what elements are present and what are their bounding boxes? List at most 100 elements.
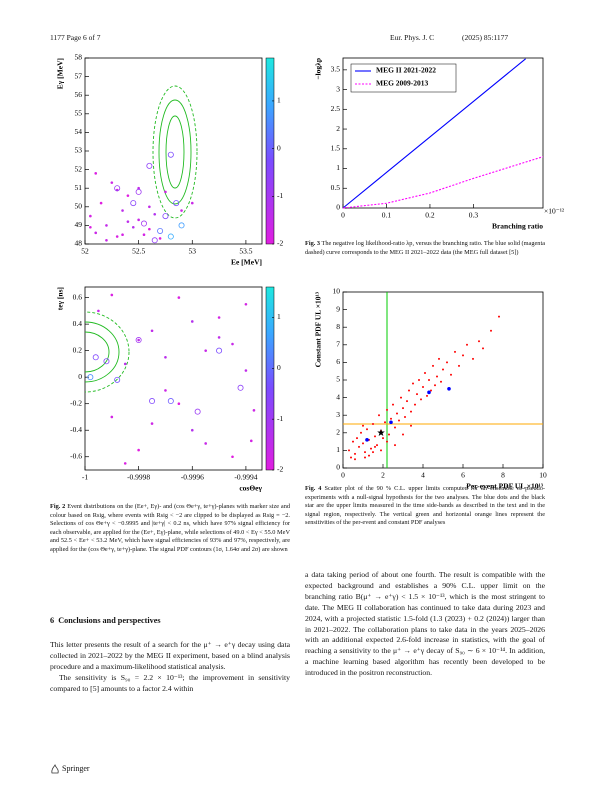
plot-frame	[342, 291, 544, 469]
point	[432, 364, 434, 367]
point	[368, 454, 370, 457]
section-title: Conclusions and perspectives	[58, 616, 161, 625]
point	[135, 188, 142, 195]
y-tick-label: 0.5	[331, 183, 341, 192]
caption-label: Fig. 4	[305, 485, 322, 492]
y-tick-label: 55	[75, 109, 83, 118]
signal-contour	[85, 331, 110, 373]
point	[404, 415, 406, 418]
x-tick-label: 0.1	[382, 211, 392, 220]
point	[384, 421, 386, 424]
signal-contour	[152, 85, 198, 219]
point	[406, 400, 408, 403]
point	[466, 343, 468, 346]
x-tick-label: 53	[189, 247, 197, 256]
x-tick-label: 52.5	[132, 247, 145, 256]
caption-text: Scatter plot of the 90 % C.L. upper limi…	[305, 485, 546, 527]
point	[137, 218, 140, 222]
y-tick-label: 52	[75, 164, 83, 173]
x-tick-label: 52	[81, 247, 89, 256]
point	[370, 447, 372, 450]
point	[190, 201, 194, 205]
point	[438, 357, 440, 360]
y-tick-label: 2	[336, 124, 340, 133]
y-tick-label: 58	[75, 53, 83, 62]
point	[137, 338, 140, 342]
point	[244, 369, 248, 372]
x-tick-label: 6	[461, 471, 465, 480]
x-tick-label: 53.5	[239, 247, 252, 256]
legend-label: MEG 2009-2013	[376, 79, 429, 88]
y-tick-label: -0.6	[70, 451, 82, 460]
point	[115, 235, 119, 238]
point	[204, 349, 207, 352]
y-tick-label: -0.4	[70, 425, 82, 434]
point	[252, 409, 256, 412]
point	[110, 181, 114, 184]
colorbar-tick-label: 0	[277, 363, 281, 372]
y-axis-label: teγ [ns]	[56, 287, 65, 310]
x-axis-label: Branching ratio	[492, 222, 543, 231]
point	[420, 398, 422, 401]
point	[462, 354, 464, 357]
point	[123, 362, 127, 366]
point	[237, 384, 244, 391]
point	[366, 428, 368, 431]
y-tick-label: -0.2	[70, 398, 82, 407]
y-axis-label: −logλp	[314, 58, 323, 80]
point	[217, 316, 221, 319]
right-text: a data taking period of about one fourth…	[305, 570, 545, 679]
point	[231, 342, 234, 346]
colorbar	[265, 286, 275, 471]
caption-fig3: Fig. 3 The negative log likelihood-ratio…	[305, 240, 545, 257]
point	[110, 293, 114, 297]
point	[482, 347, 484, 350]
point	[458, 364, 460, 367]
point	[386, 408, 388, 411]
y-tick-label: 57	[75, 71, 83, 80]
point	[140, 220, 147, 227]
point	[360, 431, 362, 434]
logo-shape	[51, 764, 59, 774]
point	[114, 185, 121, 192]
x-tick-label: 0	[341, 471, 345, 480]
x-tick-label: 2	[381, 471, 385, 480]
x-tick-label: 0.2	[425, 211, 435, 220]
point	[94, 231, 98, 235]
point	[131, 225, 135, 229]
point	[365, 438, 369, 442]
header-journal: Eur. Phys. J. C	[390, 33, 435, 42]
point	[372, 423, 374, 425]
point	[137, 186, 140, 190]
contour-group	[85, 311, 130, 393]
point	[89, 225, 92, 229]
x-axis-label: cosΘeγ	[239, 484, 262, 493]
colorbar-tick-label: -1	[277, 191, 283, 200]
point	[126, 220, 130, 223]
point	[151, 237, 158, 244]
point	[362, 424, 364, 427]
point	[148, 227, 151, 231]
point	[164, 190, 167, 194]
y-tick-label: 1.5	[331, 144, 341, 153]
paragraph: a data taking period of about one fourth…	[305, 570, 545, 678]
x-axis-label: Ee [MeV]	[231, 258, 262, 267]
paragraph: The sensitivity is S₉₀ = 2.2 × 10⁻¹³; th…	[50, 672, 290, 693]
point	[194, 408, 201, 415]
point	[402, 433, 404, 436]
point	[130, 200, 137, 207]
point	[386, 440, 388, 443]
point	[364, 451, 366, 454]
y-axis-label: Eγ [MeV]	[56, 58, 65, 89]
point	[244, 302, 248, 306]
colorbar-tick-label: 0	[277, 143, 281, 152]
point	[123, 462, 127, 465]
point	[398, 419, 400, 422]
colorbar-tick-label: -2	[277, 465, 283, 474]
point	[105, 238, 108, 242]
point	[142, 233, 146, 236]
y-tick-label: 6	[336, 357, 340, 366]
point	[400, 396, 402, 399]
y-tick-label: 51	[75, 183, 83, 192]
